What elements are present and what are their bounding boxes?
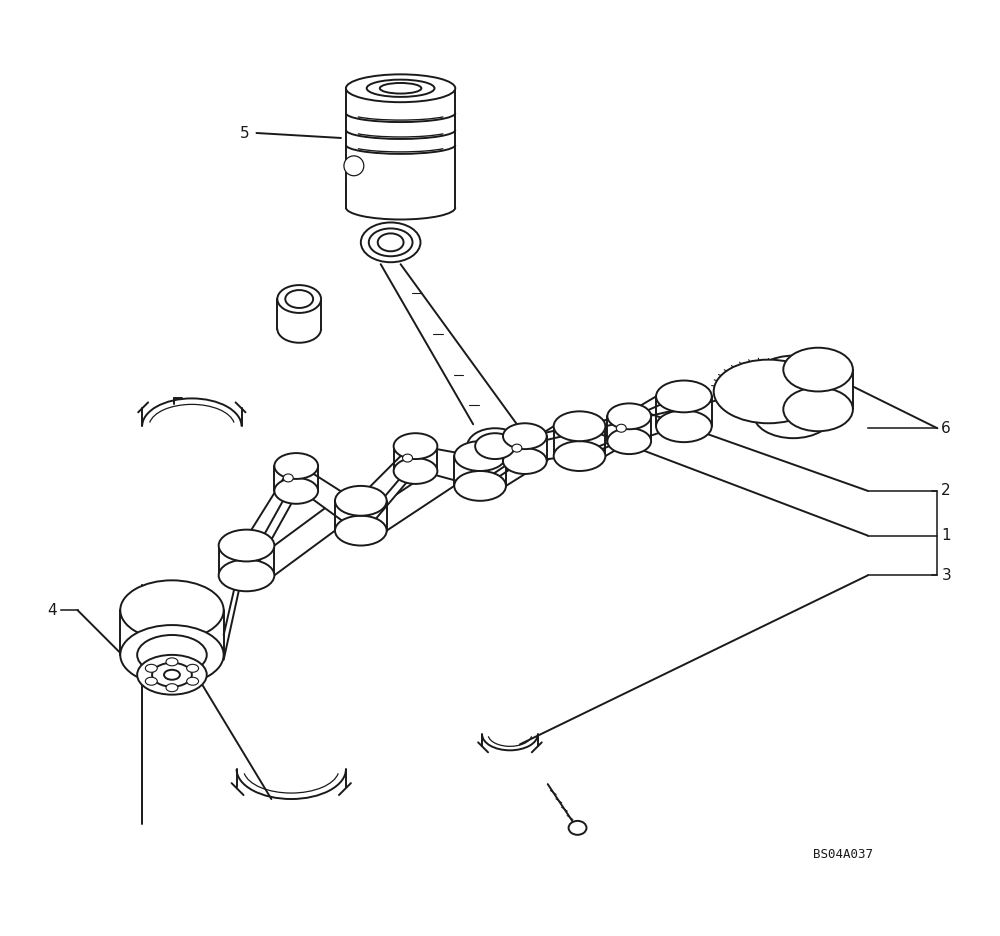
Ellipse shape <box>152 663 192 687</box>
Ellipse shape <box>714 359 823 423</box>
Polygon shape <box>485 436 530 486</box>
Polygon shape <box>420 446 475 486</box>
Ellipse shape <box>554 441 605 471</box>
Text: 5: 5 <box>240 125 249 140</box>
Ellipse shape <box>616 424 626 432</box>
Ellipse shape <box>145 678 157 685</box>
Ellipse shape <box>283 474 293 482</box>
Polygon shape <box>475 436 520 486</box>
Ellipse shape <box>554 411 605 441</box>
Ellipse shape <box>166 683 178 692</box>
Ellipse shape <box>454 441 506 471</box>
Polygon shape <box>530 426 575 461</box>
Ellipse shape <box>335 516 387 546</box>
Ellipse shape <box>394 458 437 484</box>
Polygon shape <box>356 446 411 531</box>
Ellipse shape <box>344 156 364 176</box>
Text: 2: 2 <box>941 483 951 498</box>
Ellipse shape <box>467 429 523 464</box>
Polygon shape <box>242 466 291 576</box>
Ellipse shape <box>274 478 318 504</box>
Ellipse shape <box>219 560 274 592</box>
Ellipse shape <box>346 74 455 102</box>
Ellipse shape <box>145 665 157 672</box>
Ellipse shape <box>187 678 199 685</box>
Ellipse shape <box>367 80 434 97</box>
Ellipse shape <box>274 453 318 479</box>
Polygon shape <box>634 397 679 441</box>
Text: 1: 1 <box>941 528 951 543</box>
Ellipse shape <box>166 658 178 665</box>
Ellipse shape <box>607 429 651 454</box>
Ellipse shape <box>454 471 506 501</box>
Polygon shape <box>366 446 420 531</box>
Ellipse shape <box>783 347 853 391</box>
Ellipse shape <box>503 448 547 474</box>
Ellipse shape <box>753 356 833 403</box>
Ellipse shape <box>137 655 207 695</box>
Ellipse shape <box>120 580 224 640</box>
Polygon shape <box>301 466 356 531</box>
Ellipse shape <box>378 233 404 251</box>
Ellipse shape <box>137 635 207 675</box>
Ellipse shape <box>335 486 387 516</box>
Ellipse shape <box>277 285 321 313</box>
Ellipse shape <box>164 670 180 680</box>
Text: 4: 4 <box>47 603 57 618</box>
Ellipse shape <box>783 388 853 431</box>
Ellipse shape <box>219 530 274 562</box>
Polygon shape <box>584 417 634 456</box>
Text: BS04A037: BS04A037 <box>813 848 873 860</box>
Ellipse shape <box>656 381 712 413</box>
Ellipse shape <box>369 228 413 256</box>
Text: 3: 3 <box>941 568 951 583</box>
Ellipse shape <box>753 390 833 438</box>
Ellipse shape <box>403 454 413 462</box>
Polygon shape <box>575 417 624 456</box>
Ellipse shape <box>607 403 651 430</box>
Ellipse shape <box>394 433 437 459</box>
Text: 6: 6 <box>941 421 951 436</box>
Ellipse shape <box>187 665 199 672</box>
Ellipse shape <box>569 821 586 835</box>
Ellipse shape <box>503 423 547 449</box>
Polygon shape <box>251 466 301 576</box>
Ellipse shape <box>512 445 522 452</box>
Ellipse shape <box>361 223 420 262</box>
Ellipse shape <box>475 433 515 459</box>
Ellipse shape <box>380 83 421 94</box>
Ellipse shape <box>120 625 224 685</box>
Ellipse shape <box>656 410 712 442</box>
Ellipse shape <box>285 290 313 308</box>
